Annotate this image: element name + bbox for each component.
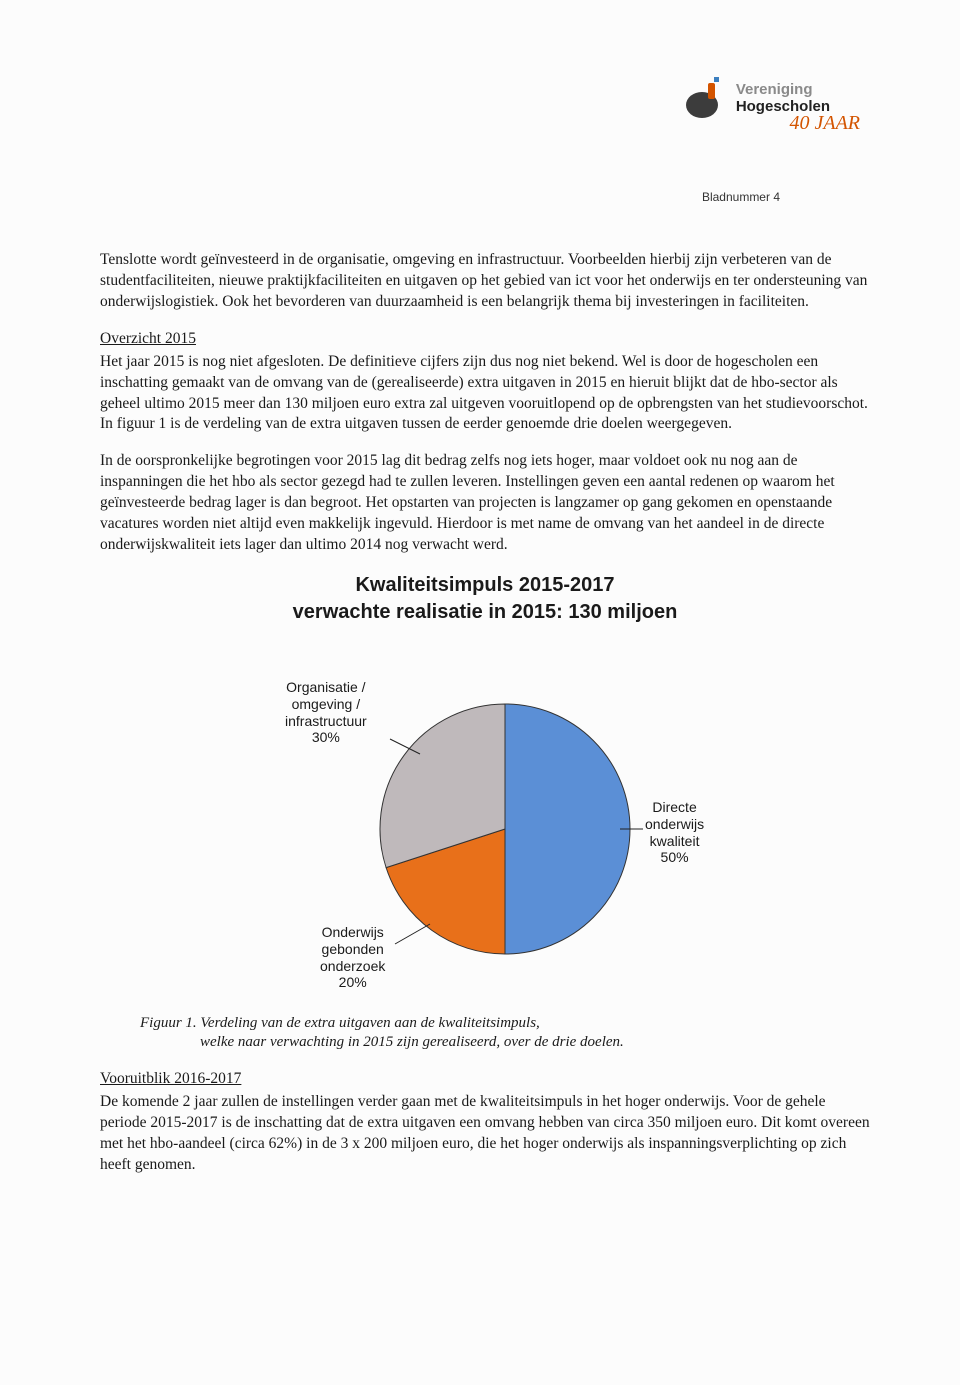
pie-slice [505, 704, 630, 954]
figure-caption: Figuur 1. Verdeling van de extra uitgave… [140, 1014, 870, 1053]
section-heading-overzicht: Overzicht 2015 [100, 329, 870, 350]
caption-line1: Figuur 1. Verdeling van de extra uitgave… [140, 1014, 870, 1034]
section-heading-vooruitblik: Vooruitblik 2016-2017 [100, 1069, 870, 1090]
chart-title-line2: verwachte realisatie in 2015: 130 miljoe… [100, 599, 870, 626]
logo-anniversary-tag: 40 JAAR [789, 112, 860, 135]
pie-slice-label: Organisatie /omgeving /infrastructuur30% [285, 679, 367, 746]
logo-line1: Vereniging [736, 81, 830, 98]
pie-slice-label: Onderwijsgebondenonderzoek20% [320, 924, 385, 991]
page-content: Tenslotte wordt geïnvesteerd in de organ… [100, 250, 870, 1176]
page-number: Bladnummer 4 [702, 190, 780, 204]
paragraph-intro: Tenslotte wordt geïnvesteerd in de organ… [100, 250, 870, 313]
pie-chart: Directeonderwijskwaliteit50% Onderwijsgeb… [225, 644, 745, 1004]
leader-line [395, 924, 430, 944]
paragraph-overzicht-1: Het jaar 2015 is nog niet afgesloten. De… [100, 352, 870, 436]
chart-title-line1: Kwaliteitsimpuls 2015-2017 [100, 572, 870, 599]
paragraph-overzicht-2: In de oorspronkelijke begrotingen voor 2… [100, 451, 870, 556]
caption-line2: welke naar verwachting in 2015 zijn gere… [140, 1033, 870, 1053]
heading-text: Overzicht 2015 [100, 330, 196, 347]
paragraph-vooruitblik: De komende 2 jaar zullen de instellingen… [100, 1092, 870, 1176]
heading-text: Vooruitblik 2016-2017 [100, 1070, 241, 1087]
chart-container: Directeonderwijskwaliteit50% Onderwijsgeb… [100, 644, 870, 1004]
pie-slice-label: Directeonderwijskwaliteit50% [645, 799, 704, 866]
document-page: Vereniging Hogescholen 40 JAAR Bladnumme… [0, 0, 960, 1385]
logo-text: Vereniging Hogescholen [736, 81, 830, 116]
logo-mark-icon [684, 75, 730, 121]
chart-title: Kwaliteitsimpuls 2015-2017 verwachte rea… [100, 572, 870, 626]
